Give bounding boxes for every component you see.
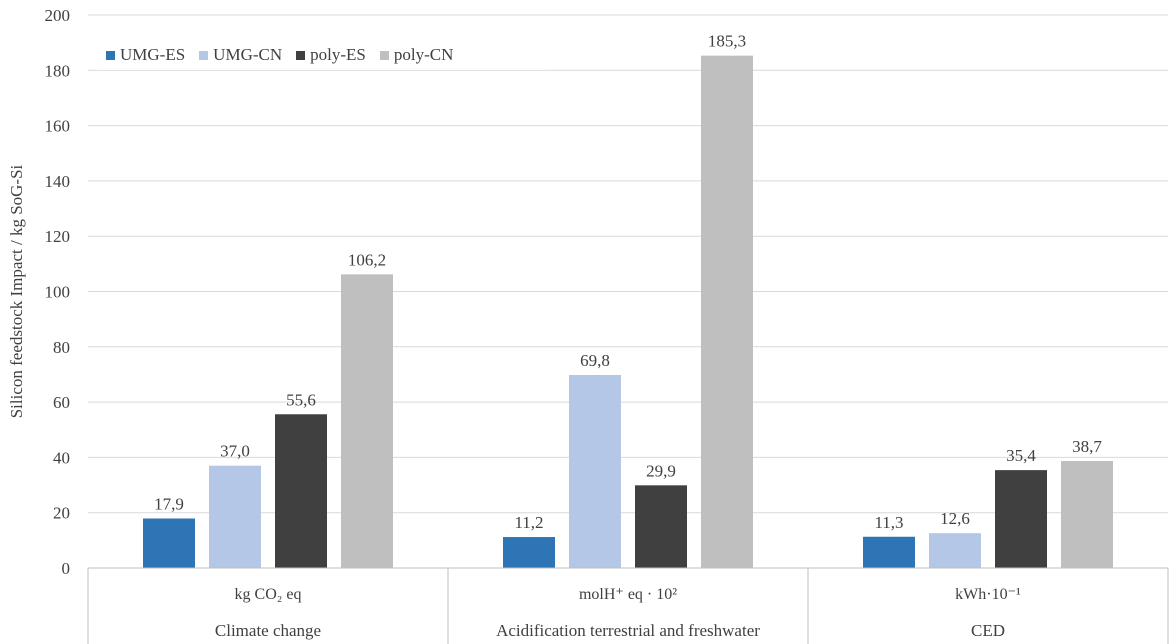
data-label: 69,8 [580, 351, 610, 370]
legend-label: UMG-ES [120, 45, 186, 64]
bars: 17,9 37,0 55,6 106,2 11,2 69,8 29,9 185,3 11,3 12… [143, 32, 1113, 568]
data-label: 106,2 [348, 250, 386, 269]
x-unit-label: kg CO₂ eq [235, 586, 302, 603]
legend-label: poly-ES [310, 45, 366, 64]
x-axis: kg CO₂ eq Climate change molH⁺ eq · 10² Aci… [87, 567, 1169, 644]
legend-label: poly-CN [393, 45, 454, 64]
y-tick-label: 140 [45, 172, 71, 191]
x-category-label: Climate change [215, 621, 321, 640]
y-tick-label: 180 [45, 61, 71, 80]
y-axis-label: Silicon feedstock Impact / kg SoG-Si [7, 164, 26, 418]
gridlines [88, 14, 1168, 514]
y-tick-label: 120 [45, 227, 71, 246]
data-label: 29,9 [646, 461, 676, 480]
bar [929, 533, 981, 568]
bar [209, 465, 261, 568]
y-tick-label: 80 [53, 338, 70, 357]
y-tick-label: 0 [62, 559, 71, 578]
legend-swatch [106, 50, 115, 60]
legend: UMG-ES UMG-CN poly-ES poly-CN [98, 40, 546, 70]
data-label: 38,7 [1072, 437, 1102, 456]
y-tick-label: 40 [53, 448, 70, 467]
x-unit-label: kWh·10⁻¹ [955, 586, 1021, 603]
y-tick-label: 160 [45, 117, 71, 136]
bar [1061, 460, 1113, 568]
legend-swatch [379, 50, 389, 60]
data-label: 37,0 [220, 442, 250, 461]
bar [275, 414, 327, 568]
bar [701, 55, 753, 568]
data-label: 185,3 [708, 32, 746, 51]
legend-item: UMG-CN [199, 45, 282, 65]
bar [503, 537, 555, 568]
bar [143, 518, 195, 568]
bar [635, 485, 687, 568]
y-axis-ticks: 0 20 40 60 80 100 120 140 160 180 200 [45, 6, 71, 578]
y-tick-label: 100 [45, 283, 71, 302]
bar [569, 375, 621, 568]
legend-swatch [296, 50, 306, 60]
x-category-label: Acidification terrestrial and freshwater [496, 621, 760, 640]
data-label: 11,3 [874, 513, 903, 532]
y-tick-label: 20 [53, 504, 70, 523]
legend-swatch [199, 50, 209, 60]
legend-label: UMG-CN [213, 45, 283, 64]
bar [863, 536, 915, 568]
y-tick-label: 60 [53, 393, 70, 412]
y-tick-label: 200 [45, 6, 71, 25]
legend-item: poly-CN [379, 45, 454, 65]
data-label: 17,9 [154, 495, 184, 514]
legend-item: UMG-ES [106, 45, 185, 65]
data-label: 12,6 [940, 509, 970, 528]
bar [341, 274, 393, 568]
data-label: 35,4 [1006, 446, 1036, 465]
bar [995, 470, 1047, 568]
legend-item: poly-ES [296, 45, 366, 65]
x-category-label: CED [971, 621, 1005, 640]
data-label: 11,2 [514, 513, 543, 532]
x-unit-label: molH⁺ eq · 10² [579, 586, 677, 603]
data-label: 55,6 [286, 390, 316, 409]
